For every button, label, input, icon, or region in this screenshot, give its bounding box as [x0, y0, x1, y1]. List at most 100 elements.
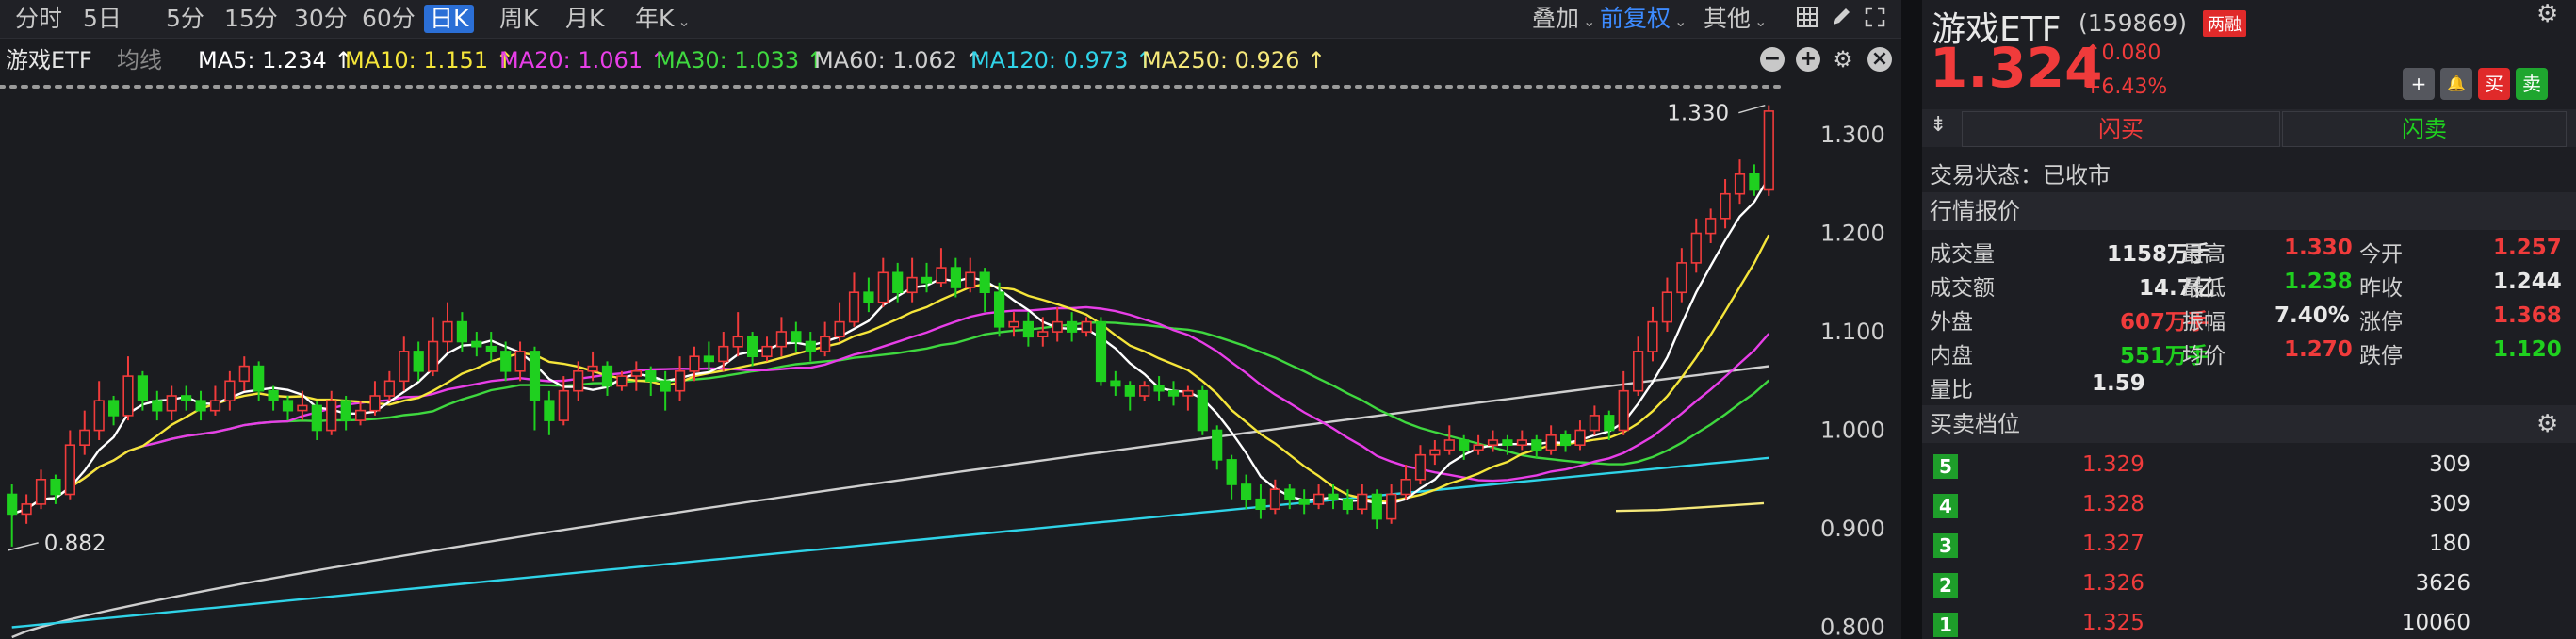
chevron-down-icon: ⌄ — [1583, 12, 1596, 30]
margin-badge: 两融 — [2203, 10, 2246, 37]
gear-icon[interactable]: ⚙ — [2536, 410, 2559, 438]
candle-body — [906, 276, 918, 294]
candle-body — [587, 365, 598, 372]
candle-body — [1647, 320, 1658, 352]
flash-sell-button[interactable]: 闪卖 — [2282, 111, 2567, 147]
ma-mode-dropdown[interactable]: 均线 — [117, 47, 162, 74]
collapse-icon[interactable]: ⇟ — [1930, 113, 1948, 137]
candle-body — [1212, 429, 1223, 461]
bid-volume: 309 — [2429, 452, 2470, 477]
candle-body — [1167, 389, 1180, 397]
candle-body — [863, 291, 874, 303]
candle-body — [79, 429, 90, 446]
candle-body — [1633, 351, 1644, 392]
gear-icon[interactable]: ⚙ — [2536, 0, 2559, 28]
close-icon[interactable]: × — [1867, 47, 1892, 72]
high-marker-line — [1738, 104, 1766, 114]
ma120-value: MA120: 0.973 ↑ — [970, 47, 1155, 74]
candle-body — [573, 369, 584, 392]
tab-30min[interactable]: 30分 — [294, 5, 348, 32]
candle-body — [921, 276, 933, 284]
tab-5day[interactable]: 5日 — [83, 5, 122, 32]
quote-title: 行情报价 — [1930, 198, 2020, 224]
candle-body — [979, 271, 990, 294]
candle-body — [1008, 320, 1019, 328]
adjust-dropdown[interactable]: 前复权 ⌄ — [1598, 5, 1688, 33]
bid-volume: 180 — [2429, 532, 2470, 556]
candle-body — [297, 404, 308, 412]
avg-price-value: 1.270 — [2284, 337, 2353, 362]
candle-body — [645, 369, 657, 383]
candle-body — [1589, 415, 1600, 432]
candle-body — [209, 400, 221, 412]
volume-label: 成交量 — [1930, 242, 1995, 267]
other-dropdown[interactable]: 其他 ⌄ — [1702, 5, 1769, 33]
alert-bell-icon[interactable]: 🔔 — [2440, 68, 2472, 100]
grid-layout-icon[interactable] — [1794, 6, 1820, 32]
candle-body — [1313, 493, 1325, 505]
quote-section-header: 行情报价 — [1922, 192, 2576, 230]
tab-weekly-k[interactable]: 周K — [499, 5, 539, 32]
tab-yearly-k[interactable]: 年K ⌄ — [633, 5, 693, 33]
tab-monthly-k[interactable]: 月K — [565, 5, 605, 32]
flash-buy-button[interactable]: 闪买 — [1962, 111, 2280, 147]
y-tick-label: 1.200 — [1820, 221, 1885, 247]
kline-chart[interactable]: 1.300 1.200 1.100 1.000 0.900 0.800 1.330 0.882 — [0, 81, 1901, 639]
candle-body — [427, 340, 439, 372]
tab-5min[interactable]: 5分 — [166, 5, 204, 32]
moving-average-legend: 游戏ETF 均线 MA5: 1.234 ↑ MA10: 1.151 ↑ MA20… — [0, 41, 1901, 79]
low-price-label: 0.882 — [44, 532, 106, 556]
buy-button[interactable]: 买 — [2478, 68, 2510, 100]
candle-body — [892, 271, 904, 294]
candle-body — [848, 291, 860, 323]
candle-body — [268, 389, 279, 402]
add-watchlist-button[interactable]: + — [2403, 68, 2435, 100]
bid-price: 1.327 — [2082, 532, 2144, 556]
ma5-value: MA5: 1.234 ↑ — [198, 47, 353, 74]
candle-body — [166, 395, 177, 412]
tab-60min[interactable]: 60分 — [362, 5, 416, 32]
prev-close-value: 1.244 — [2493, 270, 2562, 294]
candle-body — [181, 395, 192, 401]
bid-volume: 10060 — [2401, 611, 2470, 635]
candle-body — [326, 400, 337, 432]
overlay-label: 叠加 — [1532, 5, 1580, 32]
plus-icon[interactable]: + — [1796, 47, 1820, 72]
candle-body — [1531, 439, 1542, 451]
bid-price: 1.328 — [2082, 492, 2144, 516]
candle-body — [224, 380, 236, 401]
orderbook-section-header: 买卖档位 ⚙ — [1922, 405, 2576, 443]
candle-body — [253, 365, 265, 392]
candle-body — [514, 351, 526, 372]
limit-up-label: 涨停 — [2359, 310, 2403, 335]
panel-divider[interactable] — [1901, 0, 1922, 639]
tab-15min[interactable]: 15分 — [224, 5, 278, 32]
bid-price: 1.326 — [2082, 571, 2144, 596]
candle-body — [383, 380, 396, 397]
candle-body — [35, 478, 47, 505]
candle-body — [456, 320, 468, 343]
ma20-line — [11, 305, 1770, 516]
bid-volume: 3626 — [2415, 571, 2470, 596]
draw-pen-icon[interactable] — [1828, 6, 1854, 32]
candle-body — [660, 380, 671, 392]
candle-body — [1574, 429, 1586, 446]
tab-intraday[interactable]: 分时 — [15, 5, 63, 32]
sell-button[interactable]: 卖 — [2516, 68, 2548, 100]
bid-level-badge: 2 — [1933, 573, 1958, 598]
candle-body — [93, 400, 105, 432]
gear-icon[interactable]: ⚙ — [1833, 46, 1853, 73]
low-marker-line — [8, 542, 39, 551]
arrow-up-icon: ↑ — [2084, 41, 2102, 65]
limit-down-value: 1.120 — [2493, 337, 2562, 362]
tab-daily-k[interactable]: 日K — [424, 5, 475, 33]
fullscreen-icon[interactable] — [1862, 6, 1888, 32]
candle-body — [1749, 173, 1760, 191]
candle-body — [689, 355, 700, 372]
overlay-dropdown[interactable]: 叠加 ⌄ — [1530, 5, 1597, 33]
bid-level-badge: 4 — [1933, 494, 1958, 518]
minus-icon[interactable]: − — [1760, 47, 1785, 72]
amount-value: 14.7亿 — [2139, 276, 2214, 301]
prev-close-label: 昨收 — [2359, 276, 2403, 301]
bid-volume: 309 — [2429, 492, 2470, 516]
